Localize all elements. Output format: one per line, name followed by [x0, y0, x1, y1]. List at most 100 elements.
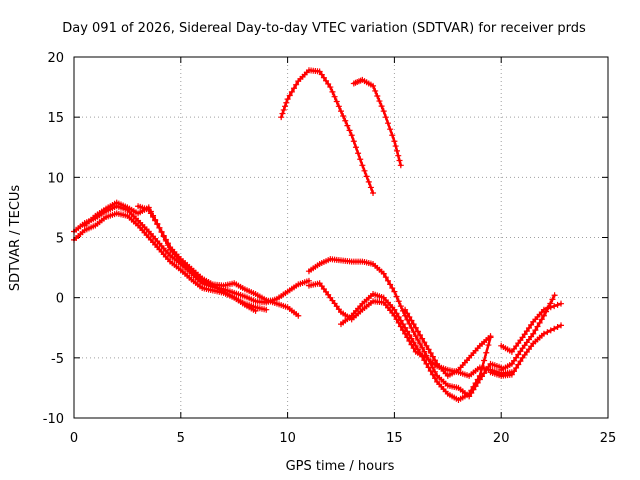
x-tick-label: 0 — [70, 431, 78, 446]
data-point — [481, 357, 488, 364]
data-point — [333, 98, 340, 105]
data-point — [551, 325, 558, 332]
data-point — [348, 132, 355, 139]
data-point — [397, 162, 404, 169]
data-point — [391, 306, 398, 313]
data-point — [402, 306, 409, 313]
data-point — [355, 150, 362, 157]
data-point — [429, 353, 436, 360]
data-point — [483, 349, 490, 356]
data-point — [384, 277, 391, 284]
data-point — [361, 167, 368, 174]
data-point — [551, 303, 558, 310]
data-point — [468, 387, 475, 394]
data-point — [417, 350, 424, 357]
data-point — [511, 357, 518, 364]
data-point — [325, 80, 332, 87]
data-point — [558, 300, 565, 307]
series-line — [279, 68, 375, 195]
data-point — [408, 335, 415, 342]
data-point — [470, 383, 477, 390]
data-point — [331, 93, 338, 100]
data-point — [365, 178, 372, 185]
data-point — [150, 214, 157, 221]
data-point — [404, 328, 411, 335]
data-point — [472, 380, 479, 387]
data-point — [414, 328, 421, 335]
series-track-j — [402, 306, 494, 379]
data-point — [376, 98, 383, 105]
series-line — [72, 204, 311, 304]
data-point — [538, 316, 545, 323]
data-point — [485, 363, 492, 370]
data-point — [466, 390, 473, 397]
data-point — [421, 339, 428, 346]
data-point — [544, 305, 551, 312]
series-track-i — [338, 291, 494, 403]
data-point — [521, 331, 528, 338]
data-point — [412, 324, 419, 331]
data-point — [278, 114, 285, 121]
y-tick-label: 10 — [47, 171, 64, 186]
data-point — [402, 324, 409, 331]
data-point — [554, 301, 561, 308]
data-point — [476, 372, 483, 379]
data-point — [327, 84, 334, 91]
data-point — [392, 143, 399, 150]
data-point — [412, 333, 419, 340]
data-point — [380, 270, 387, 277]
data-point — [382, 274, 389, 281]
data-point — [389, 285, 396, 292]
series-track-e — [278, 67, 377, 196]
series-track-a — [71, 203, 312, 306]
data-point — [154, 221, 161, 228]
y-axis-label: SDTVAR / TECUs — [8, 185, 23, 292]
data-point — [395, 298, 402, 305]
data-point — [393, 147, 400, 154]
x-tick-label: 5 — [177, 431, 185, 446]
data-point — [382, 114, 389, 121]
data-point — [558, 322, 565, 329]
data-point — [406, 313, 413, 320]
data-point — [517, 358, 524, 365]
data-point — [421, 357, 428, 364]
data-point — [547, 304, 554, 311]
data-point — [410, 321, 417, 328]
series-track-c — [81, 199, 302, 319]
data-point — [370, 82, 377, 89]
data-point — [554, 324, 561, 331]
data-point — [147, 210, 154, 217]
data-point — [513, 354, 520, 361]
data-point — [384, 120, 391, 127]
data-point — [370, 189, 377, 196]
data-point — [263, 306, 270, 313]
data-point — [372, 87, 379, 94]
data-point — [291, 85, 298, 92]
y-tick-label: 5 — [56, 232, 64, 247]
data-point — [419, 353, 426, 360]
data-point — [399, 321, 406, 328]
data-point — [544, 329, 551, 336]
data-point — [363, 173, 370, 180]
series-track-f — [350, 76, 404, 169]
data-point — [423, 352, 430, 359]
data-point — [352, 144, 359, 151]
data-point — [517, 348, 524, 355]
y-tick-label: 15 — [47, 111, 64, 126]
data-point — [406, 331, 413, 338]
data-point — [350, 138, 357, 145]
data-point — [515, 351, 522, 358]
data-point — [431, 375, 438, 382]
data-point — [397, 303, 404, 310]
x-tick-label: 10 — [279, 431, 296, 446]
x-tick-label: 20 — [493, 431, 510, 446]
data-point — [335, 103, 342, 110]
data-point — [380, 108, 387, 115]
data-point — [323, 77, 330, 84]
data-point — [511, 368, 518, 375]
data-point — [410, 339, 417, 346]
data-point — [387, 281, 394, 288]
data-point — [160, 233, 167, 240]
data-point — [519, 334, 526, 341]
